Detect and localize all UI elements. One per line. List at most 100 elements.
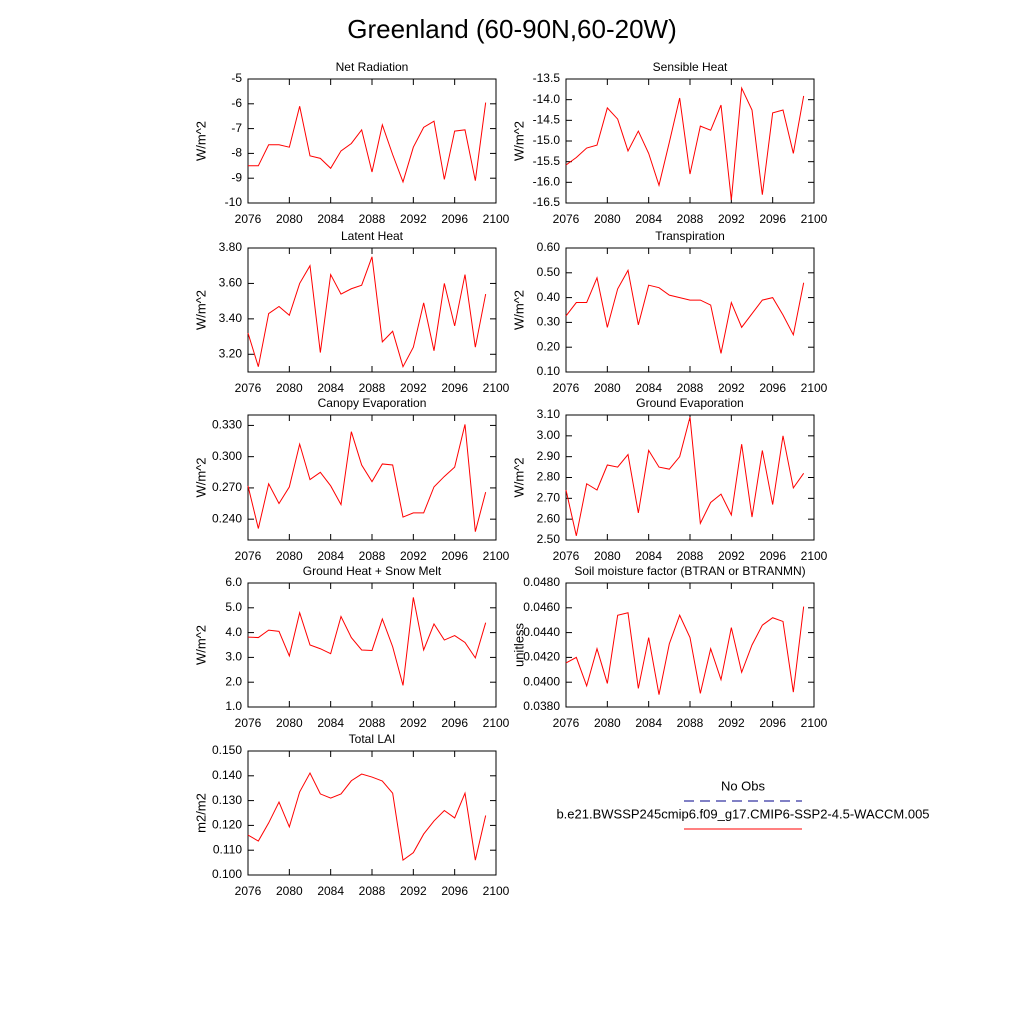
data-line <box>565 268 805 354</box>
panel-title: Transpiration <box>655 229 725 243</box>
data-line <box>247 424 487 532</box>
x-tick-label: 2092 <box>400 884 427 898</box>
y-axis-label: W/m^2 <box>193 625 208 665</box>
y-tick-label: -9 <box>231 170 242 184</box>
x-tick-label: 2084 <box>317 381 344 395</box>
y-tick-label: 0.300 <box>212 449 242 463</box>
y-tick-label: 0.0420 <box>523 650 560 664</box>
x-tick-label: 2076 <box>553 381 580 395</box>
y-tick-label: 3.40 <box>219 311 243 325</box>
x-tick-label: 2084 <box>635 549 662 563</box>
y-tick-label: -14.0 <box>533 92 561 106</box>
x-tick-label: 2088 <box>677 212 704 226</box>
x-tick-label: 2092 <box>718 212 745 226</box>
x-tick-label: 2096 <box>759 716 786 730</box>
x-tick-label: 2080 <box>594 716 621 730</box>
panel-title: Soil moisture factor (BTRAN or BTRANMN) <box>574 564 805 578</box>
x-tick-label: 2096 <box>441 884 468 898</box>
x-tick-label: 2076 <box>553 716 580 730</box>
y-tick-label: 0.150 <box>212 743 242 757</box>
x-tick-label: 2100 <box>801 212 828 226</box>
x-tick-label: 2088 <box>677 381 704 395</box>
x-tick-label: 2092 <box>718 381 745 395</box>
x-tick-label: 2088 <box>359 381 386 395</box>
y-axis-label: m2/m2 <box>193 793 208 833</box>
y-tick-label: -16.0 <box>533 175 561 189</box>
y-tick-label: 0.40 <box>537 290 561 304</box>
y-tick-label: 4.0 <box>225 625 242 639</box>
x-tick-label: 2076 <box>235 212 262 226</box>
x-tick-label: 2092 <box>718 716 745 730</box>
y-axis-label: W/m^2 <box>193 290 208 330</box>
y-tick-label: 0.240 <box>212 511 242 525</box>
x-tick-label: 2080 <box>276 716 303 730</box>
x-tick-label: 2100 <box>801 716 828 730</box>
x-tick-label: 2096 <box>441 549 468 563</box>
y-tick-label: -14.5 <box>533 113 561 127</box>
y-tick-label: -7 <box>231 121 242 135</box>
x-tick-label: 2100 <box>483 549 510 563</box>
x-tick-label: 2096 <box>759 381 786 395</box>
x-tick-label: 2080 <box>276 884 303 898</box>
y-tick-label: 0.20 <box>537 339 561 353</box>
data-line <box>565 606 805 695</box>
x-tick-label: 2100 <box>483 716 510 730</box>
figure-title: Greenland (60-90N,60-20W) <box>347 14 677 44</box>
y-axis-label: W/m^2 <box>193 457 208 497</box>
x-tick-label: 2088 <box>359 212 386 226</box>
x-tick-label: 2096 <box>759 212 786 226</box>
x-tick-label: 2076 <box>553 212 580 226</box>
y-tick-label: 0.110 <box>213 842 242 856</box>
y-tick-label: 0.100 <box>212 867 242 881</box>
y-tick-label: 2.80 <box>537 470 561 484</box>
x-tick-label: 2080 <box>276 212 303 226</box>
x-tick-label: 2084 <box>635 212 662 226</box>
y-tick-label: -6 <box>231 96 242 110</box>
y-tick-label: -16.5 <box>533 195 561 209</box>
x-tick-label: 2092 <box>718 549 745 563</box>
x-tick-label: 2092 <box>400 212 427 226</box>
x-tick-label: 2084 <box>635 381 662 395</box>
y-tick-label: 0.50 <box>537 265 561 279</box>
y-tick-label: -15.0 <box>533 133 561 147</box>
x-tick-label: 2076 <box>553 549 580 563</box>
x-tick-label: 2100 <box>483 381 510 395</box>
panel-title: Total LAI <box>349 732 396 746</box>
y-tick-label: 3.0 <box>225 650 242 664</box>
y-tick-label: 0.0380 <box>523 699 560 713</box>
panel-title: Canopy Evaporation <box>318 396 427 410</box>
y-tick-label: 2.90 <box>537 449 561 463</box>
y-axis-label: unitless <box>511 622 526 667</box>
y-axis-label: W/m^2 <box>193 121 208 161</box>
x-tick-label: 2084 <box>635 716 662 730</box>
y-tick-label: 3.80 <box>219 240 243 254</box>
x-tick-label: 2096 <box>441 212 468 226</box>
y-axis-label: W/m^2 <box>511 457 526 497</box>
x-tick-label: 2084 <box>317 212 344 226</box>
y-tick-label: 0.10 <box>537 364 561 378</box>
x-tick-label: 2100 <box>801 549 828 563</box>
data-line <box>247 771 487 862</box>
x-tick-label: 2088 <box>359 884 386 898</box>
y-tick-label: 3.60 <box>219 276 243 290</box>
x-tick-label: 2100 <box>801 381 828 395</box>
x-tick-label: 2080 <box>276 549 303 563</box>
y-tick-label: 0.0440 <box>523 625 560 639</box>
x-tick-label: 2076 <box>235 549 262 563</box>
y-tick-label: 6.0 <box>225 575 242 589</box>
x-tick-label: 2084 <box>317 884 344 898</box>
y-tick-label: 3.00 <box>537 428 561 442</box>
x-tick-label: 2100 <box>483 884 510 898</box>
data-line <box>248 102 487 184</box>
y-tick-label: 2.70 <box>537 491 561 505</box>
x-tick-label: 2088 <box>359 716 386 730</box>
x-tick-label: 2088 <box>359 549 386 563</box>
data-line <box>565 86 805 201</box>
y-tick-label: 0.270 <box>212 480 242 494</box>
data-line <box>565 416 805 536</box>
y-tick-label: 0.30 <box>537 315 561 329</box>
y-axis-label: W/m^2 <box>511 121 526 161</box>
y-tick-label: 1.0 <box>225 699 242 713</box>
